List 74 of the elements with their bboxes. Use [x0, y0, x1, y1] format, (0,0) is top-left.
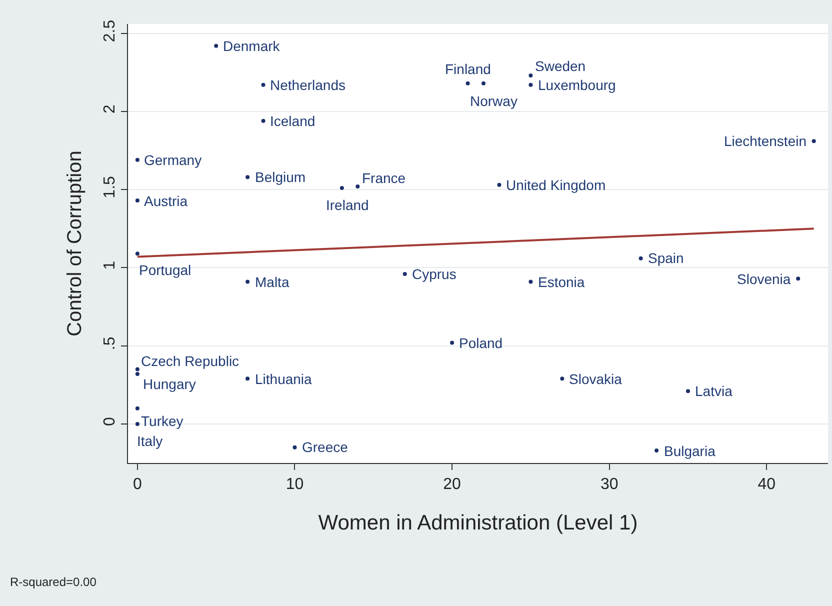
annotation: Spain: [648, 250, 684, 266]
point: [528, 82, 533, 87]
annotation: Sweden: [535, 58, 586, 74]
annotation: Ireland: [326, 197, 369, 213]
annotation: Turkey: [141, 413, 184, 429]
point: [356, 184, 360, 188]
point: [528, 280, 533, 284]
point: [135, 406, 140, 410]
y-tick-label: 2.5: [102, 20, 119, 42]
y-tick-label: .5: [102, 336, 119, 350]
x-tick-label: 20: [443, 476, 462, 494]
point: [528, 74, 533, 78]
annotation: Greece: [302, 439, 348, 455]
x-tick-label: 40: [758, 476, 776, 494]
annotation: Portugal: [139, 262, 192, 278]
annotation: Denmark: [223, 38, 281, 54]
point: [135, 367, 140, 372]
point: [135, 422, 140, 426]
y-tick-label: 1.5: [102, 176, 119, 198]
point: [686, 389, 690, 394]
annotation: Hungary: [143, 376, 196, 392]
annotation: Italy: [137, 433, 163, 449]
point: [482, 81, 486, 86]
annotation: Belgium: [255, 169, 306, 185]
annotation: Poland: [459, 335, 503, 351]
x-tick-label: 0: [132, 476, 142, 494]
point: [246, 280, 250, 284]
point: [246, 376, 250, 381]
point: [796, 276, 800, 281]
annotation: Malta: [255, 274, 290, 290]
point: [340, 186, 344, 190]
annotation: France: [362, 170, 406, 186]
annotation: Finland: [445, 61, 491, 77]
point: [261, 118, 266, 123]
point: [135, 372, 140, 376]
point: [638, 256, 643, 260]
annotation: Norway: [470, 93, 518, 109]
annotation: Netherlands: [270, 77, 346, 93]
point: [654, 448, 659, 452]
y-tick-label: 0: [102, 416, 119, 426]
point: [497, 182, 502, 187]
point: [402, 272, 407, 276]
annotation: United Kingdom: [506, 177, 606, 193]
annotation: Austria: [144, 193, 188, 209]
point: [246, 175, 250, 180]
annotation: Lithuania: [255, 371, 312, 387]
y-tick-label: 2: [102, 104, 119, 114]
annotation: Estonia: [538, 274, 585, 290]
point: [560, 376, 564, 381]
point: [135, 158, 140, 162]
point: [466, 81, 470, 86]
annotation: Czech Republic: [141, 353, 240, 369]
point: [450, 340, 454, 345]
point: [214, 44, 218, 48]
x-tick-label: 10: [286, 476, 304, 494]
y-axis-title: Control of Corruption: [64, 150, 86, 336]
annotation: Bulgaria: [664, 443, 716, 459]
text: R-squared=0.00: [10, 575, 97, 589]
point: [261, 82, 266, 87]
annotation: Cyprus: [412, 266, 456, 282]
annotation: Slovakia: [569, 371, 622, 387]
point: [292, 445, 297, 450]
annotation: Iceland: [270, 113, 316, 129]
annotation: Luxembourg: [538, 77, 616, 93]
x-axis-title: Women in Administration (Level 1): [318, 511, 638, 534]
annotation: Latvia: [695, 383, 733, 399]
annotation: Liechtenstein: [724, 133, 807, 149]
annotation: Germany: [144, 152, 202, 168]
point: [812, 139, 816, 144]
point: [135, 198, 140, 203]
annotation: Slovenia: [737, 271, 791, 287]
point: [135, 252, 140, 256]
y-tick-label: 1: [102, 260, 119, 270]
x-tick-label: 30: [600, 476, 618, 494]
